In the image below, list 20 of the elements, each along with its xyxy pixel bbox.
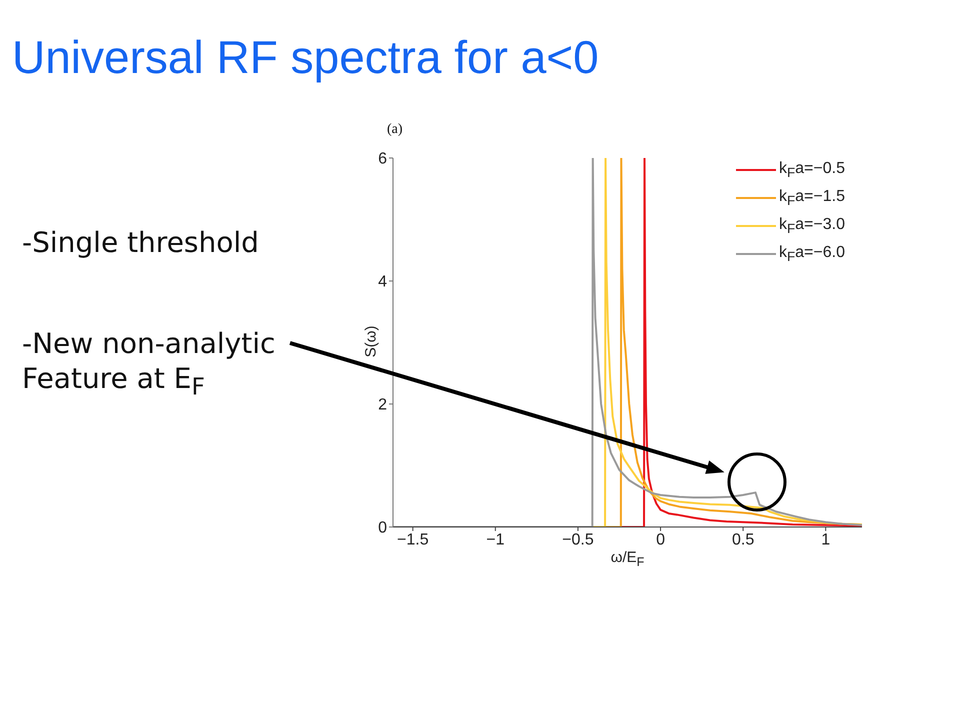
legend-label: k$_{F}$a=−0.5: [779, 160, 845, 180]
y-axis-title: S(ω): [362, 324, 380, 359]
legend-label: k$_{F}$a=−6.0: [779, 244, 845, 264]
x-tick-label: 1: [821, 531, 830, 548]
text: -Single threshold: [22, 226, 259, 259]
y-tick-label: 0: [378, 520, 388, 537]
text: (a): [387, 122, 403, 138]
text: -New non-analytic Feature at E$_{F}$: [22, 326, 276, 403]
chart-title: Universal RF spectra for a<0: [12, 30, 599, 84]
x-tick-label: −0.5: [562, 531, 594, 548]
x-tick-label: 0.5: [732, 531, 754, 548]
y-tick-label: 2: [378, 396, 388, 414]
x-tick-label: −1: [486, 531, 505, 548]
legend-label: k$_{F}$a=−1.5: [779, 188, 845, 208]
y-tick-label: 4: [378, 274, 388, 291]
legend-label: k$_{F}$a=−3.0: [779, 216, 845, 236]
x-tick-label: 0: [656, 531, 666, 548]
x-axis-title: ω/E$_{F}$: [610, 549, 646, 569]
y-tick-label: 6: [378, 150, 388, 168]
x-tick-label: −1.5: [397, 531, 429, 548]
